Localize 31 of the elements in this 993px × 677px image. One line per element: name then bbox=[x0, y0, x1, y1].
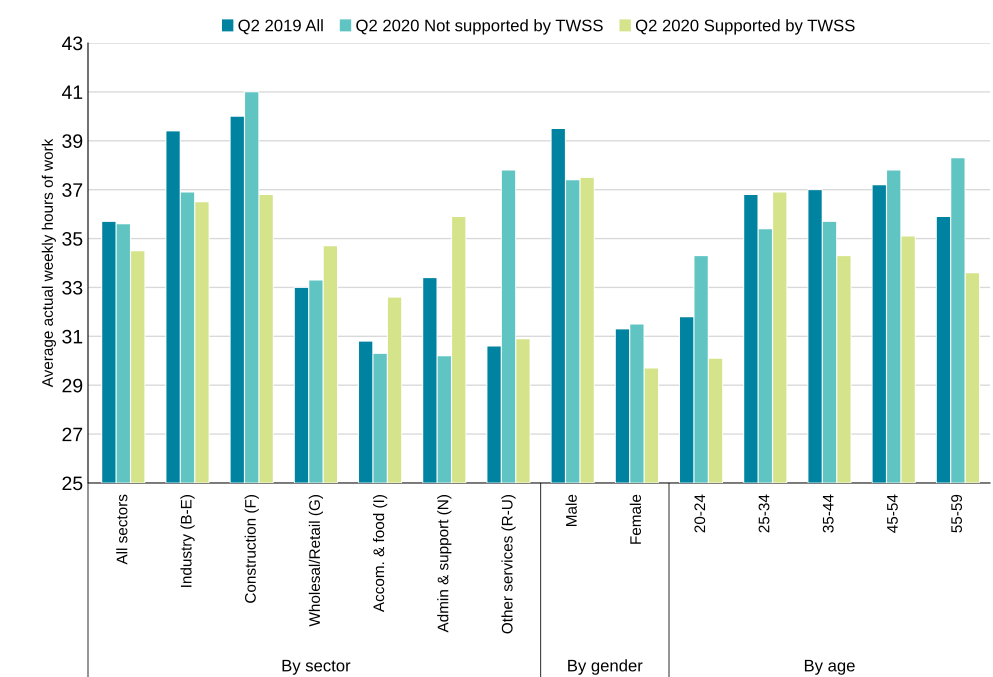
x-tick-label: 55-59 bbox=[951, 494, 962, 533]
x-tick-label: Industry (B-E) bbox=[180, 495, 195, 587]
y-tick-label: 27 bbox=[62, 428, 82, 442]
x-tick-label: Construction (F) bbox=[244, 495, 259, 603]
x-tick-label: Other services (R-U) bbox=[501, 495, 516, 634]
y-tick-label: 39 bbox=[62, 134, 82, 148]
x-tick-label: Female bbox=[630, 494, 642, 544]
text: By sector bbox=[282, 660, 350, 675]
y-tick-label: 33 bbox=[62, 280, 82, 295]
legend-label: Q2 2020 Supported by TWSS bbox=[636, 19, 855, 35]
x-tick-label: Accom. & food (I) bbox=[372, 495, 388, 612]
x-tick-label: Admin & support (N) bbox=[437, 495, 452, 632]
text: By gender bbox=[568, 659, 643, 675]
y-tick-label: 41 bbox=[62, 86, 82, 99]
x-tick-label: Wholesal/Retail (G) bbox=[308, 495, 324, 626]
x-tick-label: 45-54 bbox=[887, 494, 898, 533]
y-tick-label: 37 bbox=[62, 183, 82, 197]
y-tick-label: 29 bbox=[62, 378, 82, 392]
y-tick-label: 43 bbox=[62, 36, 82, 50]
x-tick-label: All sectors bbox=[116, 494, 128, 565]
text: By age bbox=[804, 660, 855, 675]
x-tick-label: Male bbox=[566, 494, 577, 526]
x-tick-label: 25-34 bbox=[758, 494, 770, 532]
y-tick-label: 25 bbox=[62, 476, 82, 490]
legend-label: Q2 2020 Not supported by TWSS bbox=[356, 19, 603, 35]
y-tick-label: 31 bbox=[62, 330, 82, 344]
y-tick-label: 35 bbox=[62, 232, 82, 246]
x-tick-label: 35-44 bbox=[822, 494, 834, 533]
legend-label: Q2 2019 All bbox=[238, 19, 323, 34]
x-tick-label: 20-24 bbox=[694, 494, 706, 532]
y-axis-title: Average actual weekly hours of work bbox=[42, 138, 56, 388]
